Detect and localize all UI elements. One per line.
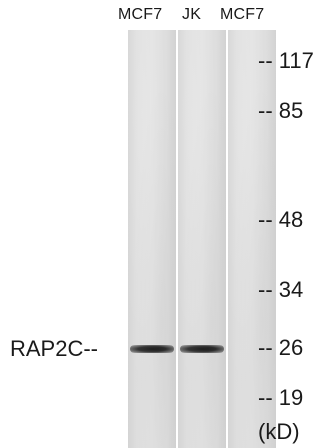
protein-band-lane-2 — [180, 345, 224, 353]
marker-26: -- 26 — [258, 335, 304, 360]
lane-label-1: MCF7 — [118, 6, 163, 23]
lane-2 — [178, 30, 226, 448]
lane-label-2: JK — [182, 6, 202, 23]
protein-band-lane-1 — [130, 345, 174, 353]
lane-label-3: MCF7 — [220, 6, 265, 23]
lane-1 — [128, 30, 176, 448]
marker-34: -- 34 — [258, 277, 304, 302]
marker-117: -- 117 — [258, 48, 314, 73]
lane-3 — [228, 30, 276, 448]
marker-48: -- 48 — [258, 207, 304, 232]
protein-label: RAP2C-- — [10, 336, 99, 361]
marker-85: -- 85 — [258, 98, 304, 123]
unit-label: (kD) — [258, 419, 300, 444]
marker-19: -- 19 — [258, 385, 304, 410]
